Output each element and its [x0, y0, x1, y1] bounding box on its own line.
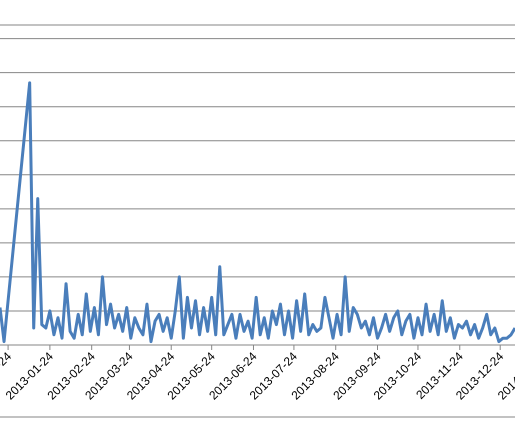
data-line	[0, 81, 515, 344]
